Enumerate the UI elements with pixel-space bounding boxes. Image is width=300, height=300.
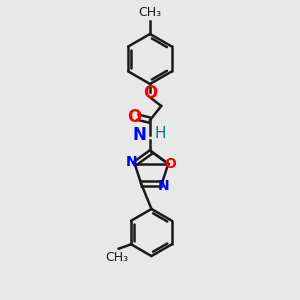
Text: CH₃: CH₃ xyxy=(138,6,162,19)
Text: H: H xyxy=(154,126,166,141)
Text: N: N xyxy=(158,179,169,193)
Text: O: O xyxy=(165,157,176,171)
Text: N: N xyxy=(132,126,146,144)
Text: O: O xyxy=(127,108,141,126)
Text: O: O xyxy=(143,84,157,102)
Text: N: N xyxy=(126,155,138,169)
Text: CH₃: CH₃ xyxy=(106,251,129,264)
